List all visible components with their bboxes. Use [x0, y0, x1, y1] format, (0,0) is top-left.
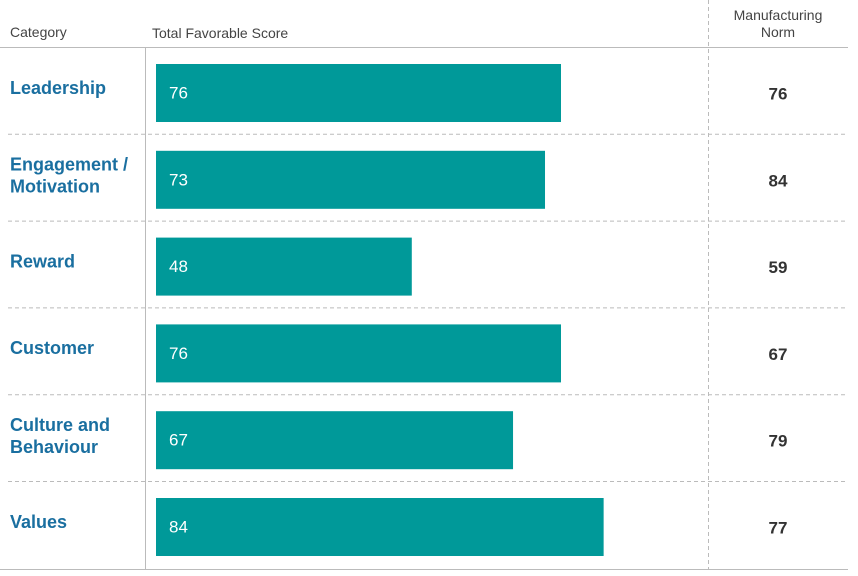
score-column-header: Total Favorable Score — [152, 25, 289, 41]
category-label: Leadership — [10, 78, 106, 98]
norm-value: 84 — [769, 171, 788, 190]
norm-header-line-1: Manufacturing — [733, 7, 823, 23]
norm-value: 77 — [769, 518, 788, 537]
category-label: Values — [10, 512, 67, 532]
category-label: Reward — [10, 251, 75, 271]
norm-value: 67 — [769, 345, 788, 364]
norm-value: 76 — [769, 84, 788, 103]
category-column-header: Category — [10, 24, 67, 40]
score-bar-label: 67 — [169, 431, 188, 450]
category-label: Motivation — [10, 177, 100, 197]
norm-value: 79 — [769, 432, 788, 451]
score-bar — [156, 411, 514, 470]
category-label: Customer — [10, 338, 94, 358]
score-bar — [156, 150, 546, 209]
score-bar-label: 73 — [169, 170, 188, 189]
category-label: Culture and — [10, 415, 110, 435]
score-bar — [156, 324, 561, 383]
norm-value: 59 — [769, 258, 788, 277]
score-bar-label: 84 — [169, 517, 188, 536]
category-label: Engagement / — [10, 155, 128, 175]
norm-column-header: Manufacturing Norm — [712, 7, 844, 41]
norm-header-line-2: Norm — [760, 24, 796, 40]
score-bar — [156, 64, 561, 122]
score-bar-label: 76 — [169, 83, 188, 102]
score-bar — [156, 498, 604, 556]
score-bar — [156, 237, 412, 296]
score-bar-label: 48 — [169, 257, 188, 276]
score-bar-label: 76 — [169, 344, 188, 363]
category-label: Behaviour — [10, 437, 98, 457]
